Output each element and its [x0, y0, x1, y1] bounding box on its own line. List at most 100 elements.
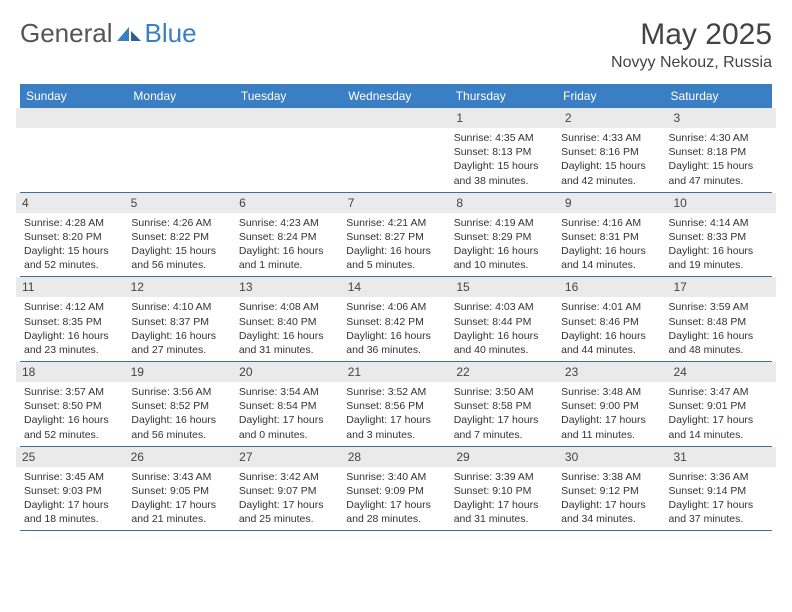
day-cell [342, 131, 449, 192]
day-number: 25 [16, 447, 125, 467]
calendar-week: 11121314151617Sunrise: 4:12 AMSunset: 8:… [20, 277, 772, 362]
day-details: Sunrise: 4:19 AMSunset: 8:29 PMDaylight:… [454, 216, 553, 273]
daylight-line: Daylight: 16 hours and 14 minutes. [561, 244, 660, 272]
day-details: Sunrise: 3:50 AMSunset: 8:58 PMDaylight:… [454, 385, 553, 442]
day-number: 23 [559, 362, 668, 382]
sunrise-line: Sunrise: 4:10 AM [131, 300, 230, 314]
day-number: 8 [450, 193, 559, 213]
day-details: Sunrise: 3:36 AMSunset: 9:14 PMDaylight:… [669, 470, 768, 527]
day-number: 4 [16, 193, 125, 213]
day-number: 18 [16, 362, 125, 382]
day-details: Sunrise: 4:10 AMSunset: 8:37 PMDaylight:… [131, 300, 230, 357]
daylight-line: Daylight: 17 hours and 28 minutes. [346, 498, 445, 526]
header-right: May 2025 Novyy Nekouz, Russia [611, 18, 772, 72]
day-details: Sunrise: 4:12 AMSunset: 8:35 PMDaylight:… [24, 300, 123, 357]
weekday-label: Wednesday [342, 84, 449, 108]
day-details: Sunrise: 4:23 AMSunset: 8:24 PMDaylight:… [239, 216, 338, 273]
day-cell: Sunrise: 4:16 AMSunset: 8:31 PMDaylight:… [557, 216, 664, 277]
calendar: SundayMondayTuesdayWednesdayThursdayFrid… [20, 84, 772, 531]
day-details: Sunrise: 4:08 AMSunset: 8:40 PMDaylight:… [239, 300, 338, 357]
day-cell: Sunrise: 3:39 AMSunset: 9:10 PMDaylight:… [450, 470, 557, 531]
daylight-line: Daylight: 15 hours and 42 minutes. [561, 159, 660, 187]
daylight-line: Daylight: 17 hours and 37 minutes. [669, 498, 768, 526]
week-body: Sunrise: 4:35 AMSunset: 8:13 PMDaylight:… [20, 131, 772, 192]
day-details: Sunrise: 4:35 AMSunset: 8:13 PMDaylight:… [454, 131, 553, 188]
day-number: 11 [16, 277, 125, 297]
weekday-label: Monday [127, 84, 234, 108]
day-details: Sunrise: 3:45 AMSunset: 9:03 PMDaylight:… [24, 470, 123, 527]
day-number: 6 [233, 193, 342, 213]
sunset-line: Sunset: 8:54 PM [239, 399, 338, 413]
day-details: Sunrise: 3:43 AMSunset: 9:05 PMDaylight:… [131, 470, 230, 527]
daylight-line: Daylight: 16 hours and 56 minutes. [131, 413, 230, 441]
day-details: Sunrise: 4:21 AMSunset: 8:27 PMDaylight:… [346, 216, 445, 273]
sunset-line: Sunset: 8:40 PM [239, 315, 338, 329]
daylight-line: Daylight: 17 hours and 34 minutes. [561, 498, 660, 526]
day-cell: Sunrise: 4:28 AMSunset: 8:20 PMDaylight:… [20, 216, 127, 277]
day-number: 3 [667, 108, 776, 128]
logo-sail-icon [115, 25, 143, 43]
day-number: 30 [559, 447, 668, 467]
daylight-line: Daylight: 16 hours and 40 minutes. [454, 329, 553, 357]
daylight-line: Daylight: 15 hours and 52 minutes. [24, 244, 123, 272]
day-number: 17 [667, 277, 776, 297]
calendar-week: 123Sunrise: 4:35 AMSunset: 8:13 PMDaylig… [20, 108, 772, 193]
sunrise-line: Sunrise: 4:01 AM [561, 300, 660, 314]
sunrise-line: Sunrise: 3:54 AM [239, 385, 338, 399]
day-cell: Sunrise: 4:19 AMSunset: 8:29 PMDaylight:… [450, 216, 557, 277]
day-cell: Sunrise: 3:52 AMSunset: 8:56 PMDaylight:… [342, 385, 449, 446]
day-cell: Sunrise: 3:48 AMSunset: 9:00 PMDaylight:… [557, 385, 664, 446]
day-cell: Sunrise: 4:14 AMSunset: 8:33 PMDaylight:… [665, 216, 772, 277]
day-details: Sunrise: 3:56 AMSunset: 8:52 PMDaylight:… [131, 385, 230, 442]
logo: General Blue [20, 18, 197, 49]
sunset-line: Sunset: 8:22 PM [131, 230, 230, 244]
day-number: 20 [233, 362, 342, 382]
day-number: 12 [125, 277, 234, 297]
day-number: 10 [667, 193, 776, 213]
sunset-line: Sunset: 8:24 PM [239, 230, 338, 244]
sunset-line: Sunset: 8:18 PM [669, 145, 768, 159]
weekday-label: Friday [557, 84, 664, 108]
sunrise-line: Sunrise: 4:06 AM [346, 300, 445, 314]
day-cell [20, 131, 127, 192]
sunset-line: Sunset: 9:10 PM [454, 484, 553, 498]
day-number: 5 [125, 193, 234, 213]
sunset-line: Sunset: 9:00 PM [561, 399, 660, 413]
weekday-label: Tuesday [235, 84, 342, 108]
day-number: 1 [450, 108, 559, 128]
sunset-line: Sunset: 8:37 PM [131, 315, 230, 329]
sunset-line: Sunset: 8:42 PM [346, 315, 445, 329]
day-details: Sunrise: 3:38 AMSunset: 9:12 PMDaylight:… [561, 470, 660, 527]
day-cell: Sunrise: 3:54 AMSunset: 8:54 PMDaylight:… [235, 385, 342, 446]
week-body: Sunrise: 4:12 AMSunset: 8:35 PMDaylight:… [20, 300, 772, 361]
day-cell: Sunrise: 4:08 AMSunset: 8:40 PMDaylight:… [235, 300, 342, 361]
day-cell: Sunrise: 4:01 AMSunset: 8:46 PMDaylight:… [557, 300, 664, 361]
sunrise-line: Sunrise: 3:47 AM [669, 385, 768, 399]
day-details: Sunrise: 4:30 AMSunset: 8:18 PMDaylight:… [669, 131, 768, 188]
day-details: Sunrise: 3:42 AMSunset: 9:07 PMDaylight:… [239, 470, 338, 527]
day-number [16, 108, 125, 128]
sunrise-line: Sunrise: 4:08 AM [239, 300, 338, 314]
day-number: 21 [342, 362, 451, 382]
sunrise-line: Sunrise: 3:40 AM [346, 470, 445, 484]
daylight-line: Daylight: 16 hours and 5 minutes. [346, 244, 445, 272]
sunset-line: Sunset: 8:29 PM [454, 230, 553, 244]
day-details: Sunrise: 4:14 AMSunset: 8:33 PMDaylight:… [669, 216, 768, 273]
day-number: 19 [125, 362, 234, 382]
day-cell: Sunrise: 4:26 AMSunset: 8:22 PMDaylight:… [127, 216, 234, 277]
logo-text-part1: General [20, 18, 113, 49]
daylight-line: Daylight: 16 hours and 27 minutes. [131, 329, 230, 357]
daylight-line: Daylight: 16 hours and 1 minute. [239, 244, 338, 272]
sunrise-line: Sunrise: 4:35 AM [454, 131, 553, 145]
day-number: 7 [342, 193, 451, 213]
sunset-line: Sunset: 8:20 PM [24, 230, 123, 244]
sunset-line: Sunset: 9:05 PM [131, 484, 230, 498]
day-number: 16 [559, 277, 668, 297]
sunset-line: Sunset: 8:48 PM [669, 315, 768, 329]
daylight-line: Daylight: 16 hours and 31 minutes. [239, 329, 338, 357]
daylight-line: Daylight: 16 hours and 36 minutes. [346, 329, 445, 357]
day-cell: Sunrise: 4:21 AMSunset: 8:27 PMDaylight:… [342, 216, 449, 277]
sunset-line: Sunset: 8:58 PM [454, 399, 553, 413]
sunrise-line: Sunrise: 3:56 AM [131, 385, 230, 399]
daylight-line: Daylight: 16 hours and 23 minutes. [24, 329, 123, 357]
